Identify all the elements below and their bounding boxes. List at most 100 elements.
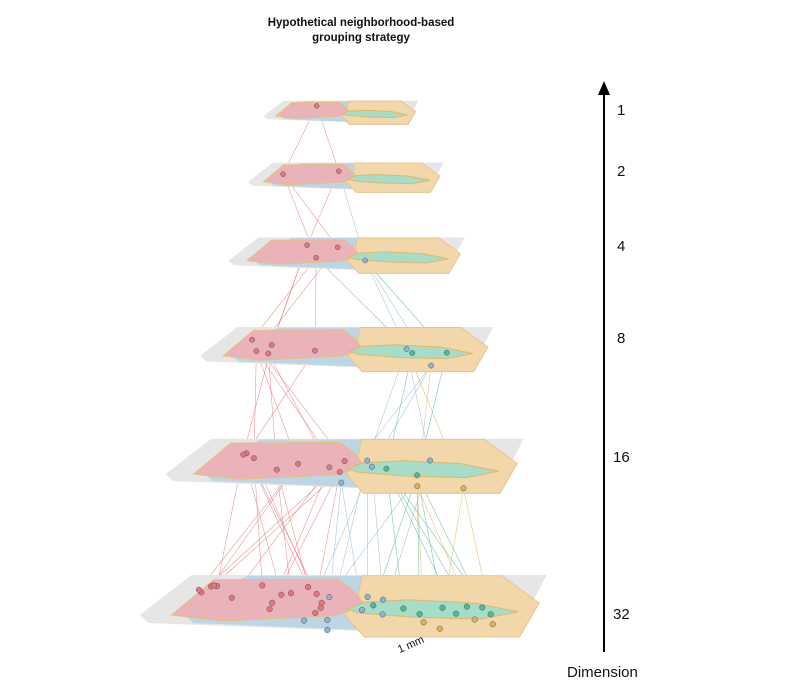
red-region xyxy=(245,239,361,265)
layer-32 xyxy=(139,575,547,638)
layer-8 xyxy=(200,327,494,373)
red-point xyxy=(336,168,342,174)
red-point xyxy=(265,350,272,357)
layer-1 xyxy=(263,100,419,125)
red-region xyxy=(274,101,351,119)
green-point xyxy=(487,611,494,618)
scale-bar-line xyxy=(413,651,441,669)
connection-line xyxy=(251,257,317,340)
orange-point xyxy=(420,619,427,626)
red-point xyxy=(195,586,203,593)
green-region xyxy=(347,251,449,264)
blue-point xyxy=(403,346,410,352)
red-point xyxy=(305,583,312,591)
tick-label-1: 1 xyxy=(617,102,626,119)
red-region xyxy=(262,164,358,186)
axis-title: Dimension xyxy=(567,664,638,681)
connection-line xyxy=(276,469,292,594)
green-point xyxy=(439,604,446,611)
red-point xyxy=(317,604,324,611)
red-point xyxy=(318,599,325,606)
green-point xyxy=(414,472,421,479)
red-point xyxy=(269,599,276,606)
tick-label-8: 8 xyxy=(617,330,626,347)
red-region xyxy=(192,441,365,480)
title-line-2: grouping strategy xyxy=(312,32,410,44)
blue-point xyxy=(324,626,331,633)
green-point xyxy=(400,605,407,612)
blue-point xyxy=(301,617,308,624)
green-region xyxy=(345,599,519,620)
blue-point xyxy=(364,593,371,600)
blue-point xyxy=(324,616,331,623)
orange-point xyxy=(414,483,421,490)
red-point xyxy=(250,455,257,462)
blue-point xyxy=(428,362,434,369)
green-point xyxy=(453,610,460,617)
blue-point xyxy=(362,257,368,264)
red-point xyxy=(249,336,255,343)
red-point xyxy=(210,582,217,589)
tick-label-4: 4 xyxy=(617,238,626,255)
blue-point xyxy=(338,479,345,486)
orange-point xyxy=(489,621,496,628)
red-point xyxy=(259,582,266,589)
axis-arrowhead xyxy=(598,81,610,95)
tick-label-2: 2 xyxy=(617,163,626,180)
red-point xyxy=(253,348,260,354)
red-point xyxy=(273,466,280,473)
red-point xyxy=(312,347,318,354)
red-point xyxy=(326,464,333,471)
green-point xyxy=(370,602,377,609)
green-point xyxy=(479,604,486,611)
orange-point xyxy=(460,485,467,492)
red-point xyxy=(280,171,286,177)
connection-line xyxy=(246,350,316,454)
blue-point xyxy=(368,463,375,470)
title-line-1: Hypothetical neighborhood-based xyxy=(267,17,455,29)
green-region xyxy=(346,173,430,185)
tick-label-32: 32 xyxy=(613,606,630,623)
red-point xyxy=(334,244,341,251)
green-point xyxy=(409,350,416,356)
red-point xyxy=(313,590,320,597)
red-point xyxy=(304,242,310,248)
red-point xyxy=(278,591,285,598)
blue-point xyxy=(379,611,386,618)
green-point xyxy=(443,349,450,356)
orange-point xyxy=(471,616,478,623)
red-point xyxy=(268,342,275,348)
layer-16 xyxy=(165,438,524,494)
blue-point xyxy=(326,594,333,601)
red-point xyxy=(312,609,319,616)
scale-bar xyxy=(413,651,441,669)
blue-point xyxy=(427,457,433,464)
connection-line xyxy=(316,471,341,594)
layer-planes xyxy=(139,100,547,638)
red-point xyxy=(341,458,348,464)
red-point xyxy=(336,469,343,475)
blue-point xyxy=(364,457,371,464)
green-region xyxy=(341,109,408,119)
red-point xyxy=(295,460,302,467)
red-point xyxy=(240,451,247,458)
figure-title: Hypothetical neighborhood-based grouping… xyxy=(0,16,722,46)
layer-4 xyxy=(228,237,465,274)
green-point xyxy=(383,465,390,472)
red-point xyxy=(266,605,273,612)
blue-point xyxy=(358,606,366,614)
blue-point xyxy=(379,596,387,603)
tick-label-16: 16 xyxy=(613,449,630,466)
red-point xyxy=(313,254,319,261)
green-point xyxy=(416,610,423,618)
orange-point xyxy=(436,625,443,632)
green-region xyxy=(346,460,499,479)
red-point xyxy=(314,103,320,109)
red-point xyxy=(228,594,235,601)
connection-line xyxy=(213,471,341,586)
red-point xyxy=(287,590,295,597)
dimension-axis xyxy=(598,81,610,652)
layer-2 xyxy=(248,162,444,193)
green-point xyxy=(463,603,470,610)
